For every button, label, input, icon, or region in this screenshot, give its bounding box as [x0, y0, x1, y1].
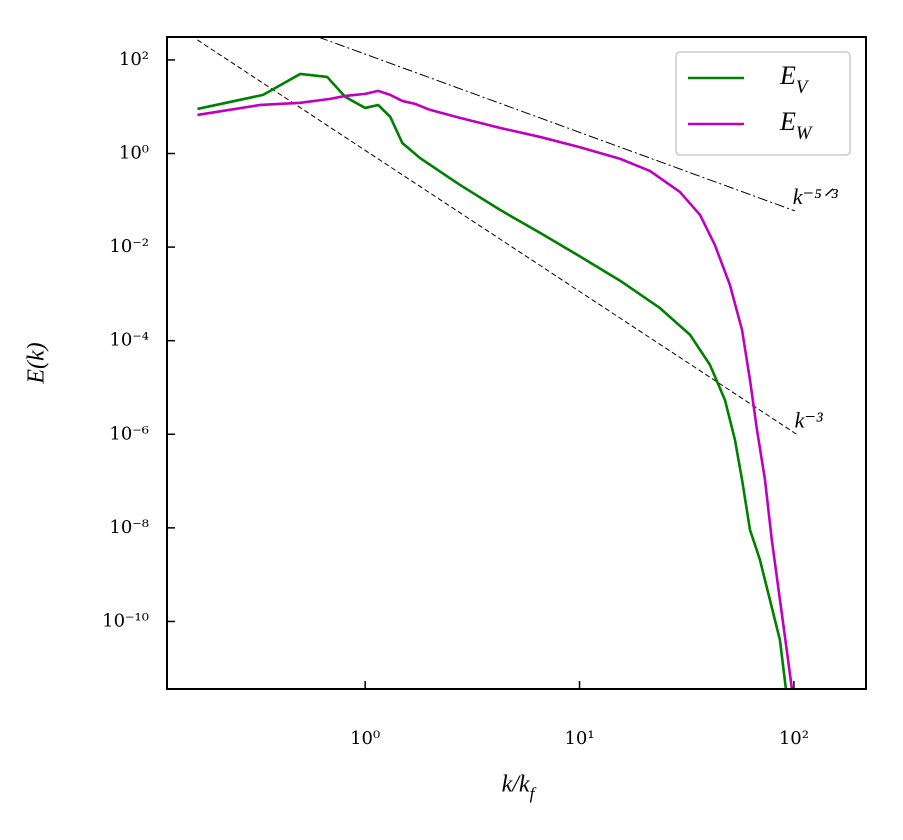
reference-label: k⁻³	[795, 407, 823, 432]
y-axis-label: E(k)	[24, 342, 50, 384]
y-tick-label: 10⁻²	[109, 236, 149, 257]
y-tick-label: 10⁻⁴	[109, 330, 149, 351]
x-tick-label: 10²	[779, 728, 809, 749]
x-tick-label: 10¹	[564, 728, 594, 749]
line-series	[197, 72, 788, 689]
y-tick-label: 10⁻⁶	[109, 423, 149, 444]
y-tick-label: 10⁰	[119, 143, 149, 164]
reference-line	[318, 37, 795, 212]
x-tick-label: 10⁰	[350, 728, 380, 749]
y-tick-label: 10⁻¹⁰	[102, 610, 149, 631]
reference-label: k⁻⁵ᐟ³	[793, 184, 838, 209]
plot-frame	[166, 36, 867, 690]
line-series	[197, 89, 794, 689]
y-tick-label: 10²	[119, 49, 149, 70]
y-tick-label: 10⁻⁸	[109, 517, 149, 538]
legend-box	[675, 51, 851, 156]
